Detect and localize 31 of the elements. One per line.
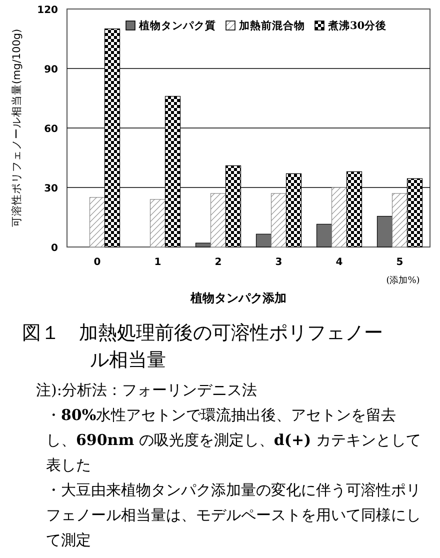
bar [89,197,106,248]
text: ・80%水性アセトンで環流抽出後、アセトンを留去し、690nm の吸光度を測定し、d(+) カテキンとして表した [46,406,421,474]
text: 図１ 加熱処理前後の可溶性ポリフェノール相当量 [22,321,384,373]
x-tick-label: 5 [396,257,404,268]
x-tick-label: 0 [94,257,101,268]
bar [195,242,212,248]
bar [392,193,408,248]
bar [331,187,348,248]
x-axis-title: 植物タンパク添加 [190,291,286,305]
legend-label: 加熱前混合物 [238,19,305,32]
bar [256,234,272,248]
y-tick-label: 0 [51,243,58,254]
x-tick-label: 3 [275,257,282,268]
text: (添加%) [386,275,420,286]
y-tick-label: 120 [37,5,58,16]
bar [270,193,287,248]
y-tick-label: 90 [44,64,58,76]
x-tick-label: 1 [154,257,162,268]
bar [210,193,226,248]
x-tick-label: 4 [336,257,343,268]
y-tick-label: 30 [44,184,58,194]
legend-label: 煮沸30分後 [327,19,387,32]
y-axis-title: 可溶性ポリフェノール相当量(mg/100g) [10,28,23,228]
bar [150,199,166,248]
bar [376,216,393,248]
text: 注):分析法：フォーリンデニス法 [36,380,258,401]
x-tick-label: 2 [214,257,222,268]
text: ・大豆由来植物タンパク添加量の変化に伴う可溶性ポリフェノール相当量は、モデルペーストを用いて同様にして測定 [45,480,422,551]
legend-label: 植物タンパク質 [138,19,216,32]
bar [316,224,332,248]
y-tick-label: 60 [44,124,58,135]
